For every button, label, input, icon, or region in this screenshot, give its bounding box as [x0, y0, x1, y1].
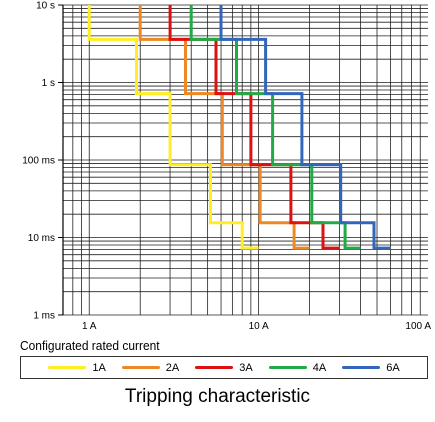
chart-title: Tripping characteristic — [124, 386, 311, 407]
legend-item: 1A — [48, 361, 106, 374]
x-tick-label: 10 A — [249, 321, 269, 332]
legend-item: 3A — [195, 361, 253, 374]
legend-swatch — [342, 366, 381, 369]
series-line-6A — [219, 5, 391, 250]
y-tick-label: 100 ms — [22, 156, 55, 167]
legend-label: 1A — [92, 361, 106, 374]
legend-label: 3A — [239, 361, 253, 374]
y-tick-label: 10 s — [36, 1, 55, 12]
legend-item: 4A — [268, 361, 327, 374]
legend-label: 2A — [165, 361, 180, 374]
series-line-1A — [87, 5, 259, 250]
legend-label: 6A — [386, 361, 400, 374]
legend-swatch — [268, 366, 307, 369]
legend-swatch — [48, 366, 87, 369]
y-tick-label: 10 ms — [28, 233, 55, 244]
series-line-3A — [168, 5, 340, 250]
legend-swatch — [195, 366, 234, 369]
legend-item: 6A — [342, 361, 400, 374]
tripping-chart: 10 s 1 s 100 ms 10 ms 1 ms 1 A 10 A 100 A — [22, 1, 431, 333]
legend: 1A 2A 3A 4A 6A — [20, 356, 428, 379]
x-tick-label: 100 A — [405, 321, 431, 332]
legend-label: 4A — [312, 361, 327, 374]
y-tick-label: 1 s — [42, 78, 55, 89]
legend-item: 2A — [121, 361, 180, 374]
legend-swatch — [121, 366, 160, 369]
x-axis-title: Configurated rated current — [20, 338, 160, 353]
y-tick-label: 1 ms — [33, 311, 55, 322]
series-line-2A — [138, 5, 310, 250]
x-tick-label: 1 A — [82, 321, 97, 332]
